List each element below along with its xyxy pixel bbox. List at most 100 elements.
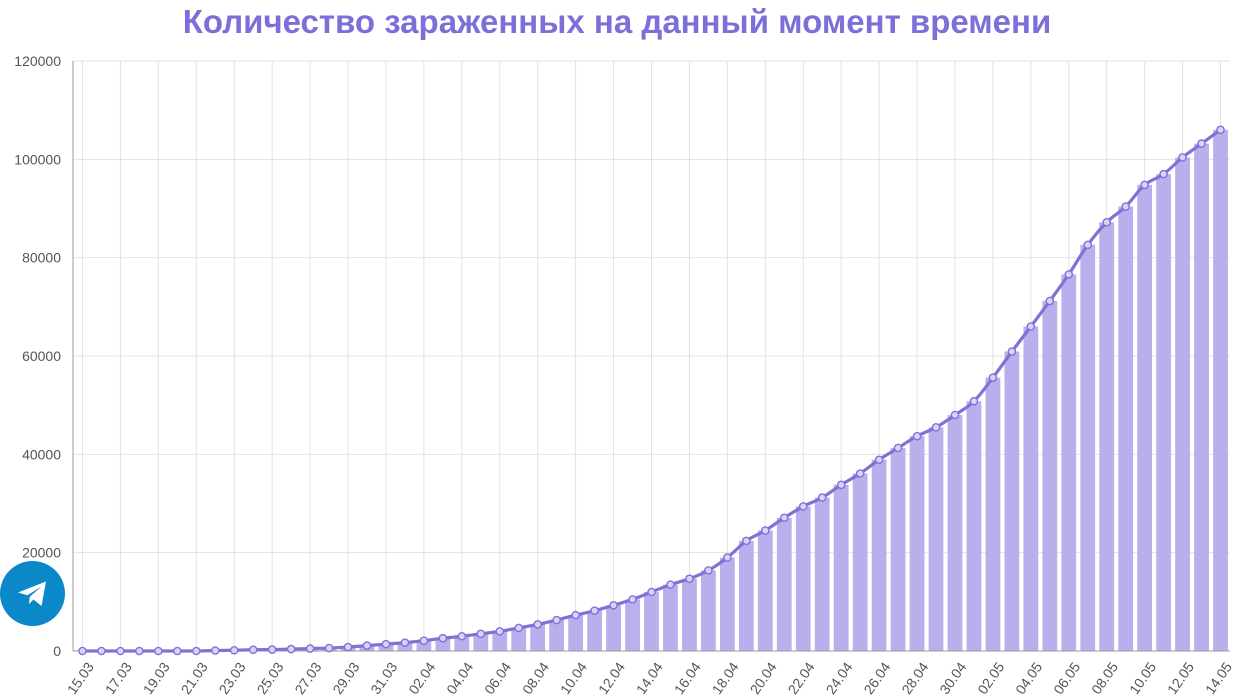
y-tick-labels: 0 20000 40000 60000 80000 100000 120000	[14, 53, 61, 659]
data-point	[723, 553, 732, 562]
data-point	[78, 646, 87, 656]
data-point	[1083, 240, 1093, 250]
data-point	[457, 631, 467, 641]
data-point	[817, 493, 827, 502]
bar	[701, 570, 716, 651]
data-point	[761, 526, 770, 535]
data-point	[173, 646, 182, 656]
data-point	[324, 643, 334, 653]
telegram-icon	[0, 561, 65, 626]
x-tick-label: 12.04	[595, 659, 628, 697]
data-point	[1026, 322, 1036, 331]
data-point	[950, 410, 960, 420]
data-point	[1121, 202, 1130, 211]
bar	[511, 627, 527, 651]
bar	[985, 377, 1001, 651]
data-point	[893, 443, 903, 453]
x-tick-label: 29.03	[329, 659, 362, 697]
data-point	[248, 645, 258, 655]
x-tick-label: 20.04	[747, 659, 780, 697]
x-tick-label: 24.04	[822, 659, 855, 697]
data-point	[1216, 125, 1225, 135]
x-tick-label: 26.04	[860, 659, 893, 697]
x-tick-label: 22.04	[785, 659, 818, 697]
y-tick-label: 20000	[22, 545, 61, 561]
bar	[1118, 206, 1134, 652]
bar	[1023, 326, 1039, 651]
bar	[928, 427, 944, 651]
bar	[416, 640, 432, 651]
bar	[473, 633, 489, 651]
x-tick-label: 02.04	[405, 659, 438, 697]
bar	[1213, 129, 1228, 652]
data-point	[1178, 153, 1187, 162]
data-point	[571, 610, 580, 620]
x-tick-label: 12.05	[1164, 659, 1197, 697]
bar	[947, 415, 963, 651]
bar	[890, 447, 906, 651]
bar	[909, 436, 925, 651]
data-point	[685, 574, 694, 584]
data-point	[1045, 296, 1055, 306]
data-point	[590, 606, 599, 615]
bar	[1061, 274, 1077, 651]
data-point	[628, 595, 637, 604]
bar	[644, 592, 659, 651]
data-point	[666, 580, 675, 589]
bar	[663, 584, 678, 651]
bar	[1137, 184, 1153, 651]
bar	[738, 540, 754, 651]
data-point	[647, 587, 656, 597]
x-tick-label: 23.03	[215, 659, 248, 697]
data-point	[286, 644, 296, 654]
data-point	[533, 620, 542, 629]
data-point	[1007, 347, 1017, 356]
bar	[549, 620, 565, 651]
x-tick-label: 02.05	[974, 659, 1007, 697]
bar	[454, 636, 470, 651]
series-markers	[78, 125, 1225, 656]
bar	[530, 624, 546, 651]
data-point	[343, 642, 353, 652]
bar	[1156, 174, 1172, 652]
data-point	[988, 373, 998, 382]
data-point	[97, 646, 106, 656]
x-tick-label: 30.04	[936, 659, 969, 697]
data-point	[229, 645, 239, 655]
x-tick-label: 06.04	[481, 659, 514, 697]
data-point	[135, 646, 144, 656]
data-point	[704, 566, 713, 575]
data-point	[191, 646, 201, 656]
x-tick-label: 04.05	[1012, 659, 1045, 697]
data-point	[514, 623, 524, 633]
bar	[776, 517, 792, 651]
bar	[492, 631, 508, 651]
data-point	[116, 646, 125, 656]
data-point	[855, 469, 865, 478]
data-point	[154, 646, 163, 656]
data-point	[210, 646, 220, 655]
data-point	[798, 502, 808, 511]
x-tick-label: 14.05	[1202, 659, 1234, 697]
data-point	[381, 639, 391, 649]
data-point	[495, 627, 505, 636]
x-tick-label: 15.03	[64, 659, 97, 697]
bar	[625, 599, 640, 651]
data-point	[969, 396, 979, 406]
x-tick-label: 27.03	[291, 659, 324, 697]
data-point	[742, 536, 751, 546]
data-point	[438, 633, 448, 643]
data-point	[874, 455, 884, 465]
bar	[606, 605, 621, 651]
bar	[1042, 300, 1058, 651]
bars	[207, 129, 1228, 652]
bar	[757, 530, 773, 651]
data-point	[552, 615, 561, 625]
telegram-button[interactable]	[0, 561, 65, 626]
x-tick-label: 08.05	[1088, 659, 1121, 697]
bar	[833, 484, 849, 651]
y-tick-label: 100000	[14, 151, 61, 167]
data-point	[609, 600, 618, 610]
bar	[435, 638, 451, 651]
